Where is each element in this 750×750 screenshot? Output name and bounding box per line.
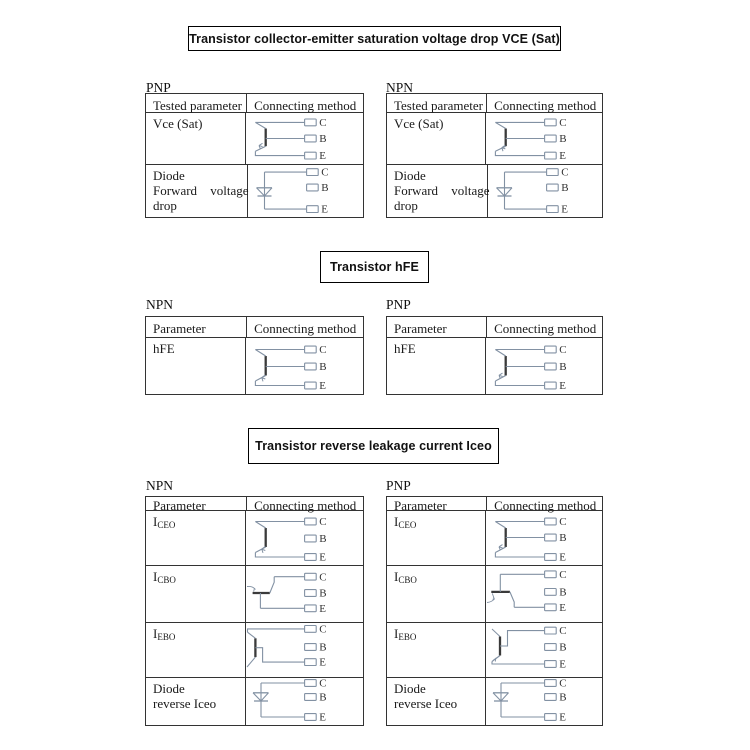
svg-text:B: B bbox=[559, 532, 566, 544]
svg-text:B: B bbox=[319, 588, 326, 600]
svg-text:C: C bbox=[559, 516, 566, 528]
svg-text:C: C bbox=[559, 678, 566, 690]
svg-text:B: B bbox=[559, 133, 566, 145]
svg-text:E: E bbox=[319, 603, 326, 615]
svg-text:E: E bbox=[559, 150, 566, 162]
svg-text:E: E bbox=[559, 602, 566, 614]
svg-text:C: C bbox=[319, 624, 326, 636]
svg-text:E: E bbox=[559, 659, 566, 671]
svg-text:C: C bbox=[319, 571, 326, 583]
svg-text:B: B bbox=[319, 133, 326, 145]
svg-text:B: B bbox=[321, 182, 328, 194]
svg-text:E: E bbox=[319, 380, 326, 392]
svg-text:E: E bbox=[321, 204, 328, 216]
svg-text:E: E bbox=[319, 657, 326, 669]
svg-text:B: B bbox=[319, 642, 326, 654]
svg-text:B: B bbox=[319, 533, 326, 545]
svg-text:B: B bbox=[559, 692, 566, 704]
svg-text:B: B bbox=[319, 692, 326, 704]
svg-text:C: C bbox=[321, 167, 328, 179]
svg-text:E: E bbox=[319, 712, 326, 724]
svg-text:B: B bbox=[319, 361, 326, 373]
svg-text:C: C bbox=[319, 516, 326, 528]
svg-text:C: C bbox=[319, 117, 326, 129]
svg-text:C: C bbox=[559, 117, 566, 129]
svg-text:B: B bbox=[559, 361, 566, 373]
svg-text:E: E bbox=[319, 552, 326, 564]
svg-text:E: E bbox=[319, 150, 326, 162]
svg-text:B: B bbox=[559, 587, 566, 599]
svg-text:C: C bbox=[319, 678, 326, 690]
svg-text:C: C bbox=[559, 625, 566, 637]
svg-text:E: E bbox=[559, 712, 566, 724]
svg-text:C: C bbox=[559, 569, 566, 581]
svg-text:B: B bbox=[561, 182, 568, 194]
svg-text:C: C bbox=[561, 167, 568, 179]
svg-text:C: C bbox=[559, 344, 566, 356]
svg-text:E: E bbox=[559, 380, 566, 392]
svg-text:B: B bbox=[559, 642, 566, 654]
svg-text:E: E bbox=[561, 204, 568, 216]
svg-text:E: E bbox=[559, 552, 566, 564]
svg-text:C: C bbox=[319, 344, 326, 356]
